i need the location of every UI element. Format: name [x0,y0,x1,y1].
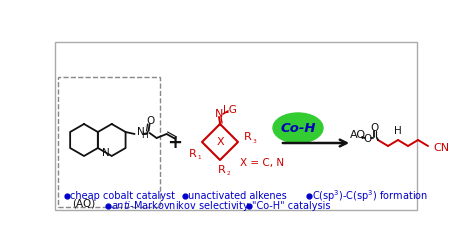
Text: $_2$: $_2$ [226,169,231,179]
Text: $_3$: $_3$ [252,136,257,146]
Text: unactivated alkenes: unactivated alkenes [188,191,287,201]
Text: O: O [371,123,379,133]
Text: $_1$: $_1$ [197,154,202,162]
Text: R: R [218,165,226,175]
Text: AQ: AQ [350,130,366,140]
Text: R: R [189,149,197,159]
Text: CN: CN [433,143,449,153]
Text: O: O [364,134,372,144]
Text: X: X [216,137,224,147]
Bar [58,77,160,207]
Text: C(sp$^3$)-C(sp$^3$) formation: C(sp$^3$)-C(sp$^3$) formation [312,188,428,204]
Text: H: H [142,130,148,139]
Text: H: H [394,126,402,136]
Text: Co-H: Co-H [280,122,316,134]
Text: "Co-H" catalysis: "Co-H" catalysis [252,201,330,211]
Bar [55,42,417,210]
Ellipse shape [273,113,323,143]
Text: LG: LG [223,105,237,115]
Text: +: + [167,134,182,152]
Text: O: O [146,116,155,126]
Text: N: N [102,148,109,158]
Text: cheap cobalt catalyst: cheap cobalt catalyst [70,191,175,201]
Text: R: R [244,132,252,142]
Text: N: N [215,109,223,119]
Text: X = C, N: X = C, N [240,158,284,168]
Text: N: N [137,127,144,137]
Text: (AQ): (AQ) [73,199,96,209]
Text: $\it{anti}$-Markovnikov selectivity: $\it{anti}$-Markovnikov selectivity [111,199,250,213]
